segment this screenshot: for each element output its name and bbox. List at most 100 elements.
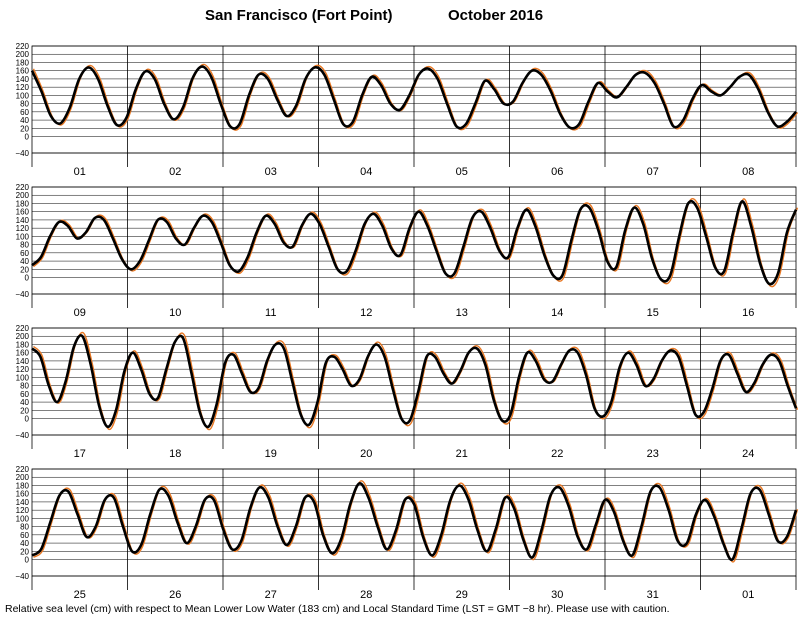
ytick-label: 140 bbox=[16, 75, 30, 84]
day-label-26: 26 bbox=[169, 589, 181, 601]
ytick-label: 60 bbox=[20, 531, 29, 540]
ytick-label: 20 bbox=[20, 265, 29, 274]
panel-frame bbox=[31, 327, 797, 436]
ytick-label: 80 bbox=[20, 523, 29, 532]
day-label-21: 21 bbox=[456, 448, 468, 460]
chart-title-period: October 2016 bbox=[448, 7, 543, 24]
ytick-label: 0 bbox=[25, 133, 30, 142]
ytick-label: 120 bbox=[16, 83, 30, 92]
ytick-label: 40 bbox=[20, 257, 29, 266]
day-label-05: 05 bbox=[456, 166, 468, 178]
day-label-01: 01 bbox=[742, 589, 754, 601]
ytick-label: 180 bbox=[16, 481, 30, 490]
day-label-02: 02 bbox=[169, 166, 181, 178]
day-label-23: 23 bbox=[647, 448, 659, 460]
ytick-label: 0 bbox=[25, 274, 30, 283]
observed-curve bbox=[31, 482, 798, 562]
ytick-label: 180 bbox=[16, 58, 30, 67]
ytick-label: 60 bbox=[20, 108, 29, 117]
day-label-19: 19 bbox=[265, 448, 277, 460]
day-label-22: 22 bbox=[551, 448, 563, 460]
ytick-label: 0 bbox=[25, 556, 30, 565]
ytick-label: −40 bbox=[15, 431, 29, 440]
day-label-03: 03 bbox=[265, 166, 277, 178]
ytick-label: 220 bbox=[16, 324, 30, 333]
ytick-label: 220 bbox=[16, 465, 30, 474]
predicted-curve bbox=[33, 331, 799, 431]
chart-title-location: San Francisco (Fort Point) bbox=[205, 7, 393, 24]
day-label-28: 28 bbox=[360, 589, 372, 601]
ytick-label: 80 bbox=[20, 382, 29, 391]
ytick-label: 100 bbox=[16, 232, 30, 241]
ytick-label: −40 bbox=[15, 572, 29, 581]
day-label-08: 08 bbox=[742, 166, 754, 178]
ytick-label: 200 bbox=[16, 50, 30, 59]
ytick-label: 20 bbox=[20, 547, 29, 556]
ytick-label: 160 bbox=[16, 67, 30, 76]
ytick-label: 160 bbox=[16, 349, 30, 358]
day-label-09: 09 bbox=[74, 307, 86, 319]
day-label-24: 24 bbox=[742, 448, 754, 460]
day-label-17: 17 bbox=[74, 448, 86, 460]
ytick-label: −40 bbox=[15, 149, 29, 158]
ytick-label: 20 bbox=[20, 406, 29, 415]
ytick-label: 120 bbox=[16, 365, 30, 374]
day-label-30: 30 bbox=[551, 589, 563, 601]
day-label-27: 27 bbox=[265, 589, 277, 601]
panel-frame bbox=[31, 45, 797, 154]
day-label-15: 15 bbox=[647, 307, 659, 319]
day-label-25: 25 bbox=[74, 589, 86, 601]
observed-curve bbox=[30, 65, 797, 130]
day-label-06: 06 bbox=[551, 166, 563, 178]
day-label-29: 29 bbox=[456, 589, 468, 601]
ytick-label: 160 bbox=[16, 490, 30, 499]
day-label-14: 14 bbox=[551, 307, 563, 319]
ytick-label: 220 bbox=[16, 183, 30, 192]
panel-frame bbox=[31, 186, 797, 295]
ytick-label: 140 bbox=[16, 216, 30, 225]
ytick-label: 120 bbox=[16, 506, 30, 515]
ytick-label: 140 bbox=[16, 498, 30, 507]
ytick-label: 40 bbox=[20, 539, 29, 548]
ytick-label: 0 bbox=[25, 415, 30, 424]
ytick-label: −40 bbox=[15, 290, 29, 299]
day-label-18: 18 bbox=[169, 448, 181, 460]
ytick-label: 200 bbox=[16, 191, 30, 200]
ytick-label: 80 bbox=[20, 100, 29, 109]
ytick-label: 60 bbox=[20, 249, 29, 258]
day-label-16: 16 bbox=[742, 307, 754, 319]
ytick-label: 200 bbox=[16, 473, 30, 482]
day-label-01: 01 bbox=[74, 166, 86, 178]
ytick-label: 180 bbox=[16, 340, 30, 349]
day-label-13: 13 bbox=[456, 307, 468, 319]
ytick-label: 60 bbox=[20, 390, 29, 399]
ytick-label: 20 bbox=[20, 124, 29, 133]
day-label-11: 11 bbox=[265, 307, 276, 319]
day-label-31: 31 bbox=[647, 589, 659, 601]
ytick-label: 180 bbox=[16, 199, 30, 208]
day-label-12: 12 bbox=[360, 307, 372, 319]
day-label-10: 10 bbox=[169, 307, 181, 319]
day-label-07: 07 bbox=[647, 166, 659, 178]
panel-frame bbox=[31, 468, 797, 577]
ytick-label: 100 bbox=[16, 373, 30, 382]
ytick-label: 200 bbox=[16, 332, 30, 341]
ytick-label: 140 bbox=[16, 357, 30, 366]
ytick-label: 220 bbox=[16, 42, 30, 51]
chart-footnote: Relative sea level (cm) with respect to … bbox=[5, 603, 670, 615]
day-label-04: 04 bbox=[360, 166, 372, 178]
ytick-label: 120 bbox=[16, 224, 30, 233]
day-label-20: 20 bbox=[360, 448, 372, 460]
observed-curve bbox=[31, 334, 798, 429]
ytick-label: 100 bbox=[16, 514, 30, 523]
ytick-label: 100 bbox=[16, 91, 30, 100]
ytick-label: 40 bbox=[20, 116, 29, 125]
ytick-label: 40 bbox=[20, 398, 29, 407]
ytick-label: 80 bbox=[20, 241, 29, 250]
observed-curve bbox=[31, 199, 798, 286]
ytick-label: 160 bbox=[16, 208, 30, 217]
